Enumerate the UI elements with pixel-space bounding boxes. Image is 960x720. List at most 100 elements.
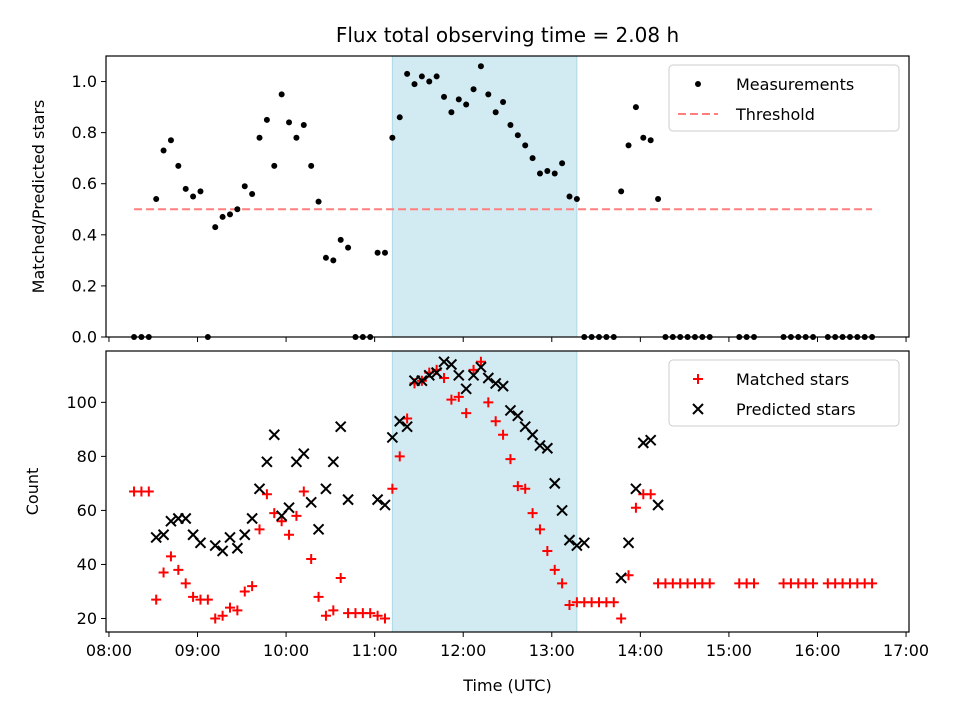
predicted-star-point: [261, 456, 273, 468]
chart-title: Flux total observing time = 2.08 h: [336, 23, 679, 47]
measurement-point: [485, 91, 492, 98]
measurement-point: [153, 196, 160, 203]
predicted-star-point: [334, 420, 347, 433]
measurement-point: [374, 249, 381, 256]
predicted-star-point: [320, 483, 332, 495]
measurement-point: [514, 132, 521, 139]
predicted-star-point: [615, 572, 627, 584]
legend-label: Matched stars: [736, 370, 849, 389]
predicted-star-point: [549, 477, 561, 490]
measurement-point: [573, 196, 580, 203]
measurement-point: [396, 114, 403, 121]
matched-star-point: [224, 602, 235, 613]
x-axis-label: Time (UTC): [462, 676, 551, 695]
x-tick-label: 12:00: [440, 641, 486, 660]
legend-label: Measurements: [736, 75, 854, 94]
predicted-star-point: [253, 483, 266, 495]
legend-marker-measurements: [695, 81, 701, 87]
measurement-point: [263, 116, 270, 123]
predicted-star-point: [342, 493, 354, 506]
highlight-span: [391, 55, 578, 338]
matched-star-point: [365, 608, 376, 619]
measurement-point: [234, 206, 241, 213]
matched-star-point: [328, 605, 339, 616]
measurement-point: [500, 98, 507, 105]
measurement-point: [559, 160, 566, 167]
matched-star-point: [372, 610, 383, 621]
predicted-star-point: [150, 531, 162, 544]
matched-star-point: [557, 578, 568, 589]
matched-star-point: [704, 578, 715, 589]
predicted-star-point: [216, 545, 229, 557]
measurement-point: [536, 170, 543, 177]
matched-star-point: [542, 545, 553, 556]
measurement-point: [529, 155, 536, 162]
y-tick-label: 0.2: [72, 276, 97, 295]
matched-star-point: [475, 356, 486, 367]
x-tick-label: 17:00: [883, 641, 929, 660]
predicted-star-point: [512, 410, 524, 422]
matched-star-point: [173, 564, 184, 575]
predicted-star-point: [556, 504, 568, 517]
predicted-star-point: [423, 369, 435, 382]
axes-frame: [105, 350, 910, 633]
measurement-point: [293, 134, 300, 141]
predicted-star-point: [246, 512, 258, 525]
matched-star-point: [534, 524, 545, 535]
y-tick-label: 40: [77, 555, 97, 574]
predicted-star-point: [504, 404, 517, 417]
matched-star-point: [527, 508, 538, 519]
matched-star-point: [284, 529, 295, 540]
predicted-star-point: [644, 434, 657, 446]
matched-star-point: [616, 613, 627, 624]
matched-star-point: [217, 610, 228, 621]
y-tick-label: 1.0: [72, 72, 97, 91]
matched-star-point: [867, 578, 878, 589]
predicted-star-point: [401, 420, 413, 433]
matched-star-point: [151, 594, 162, 605]
legend-box: [668, 64, 900, 132]
measurement-point: [470, 86, 477, 93]
measurement-point: [426, 78, 433, 85]
matched-star-point: [645, 489, 656, 500]
measurement-point: [477, 63, 484, 70]
measurement-point: [219, 213, 226, 220]
matched-star-point: [394, 451, 405, 462]
y-tick-label: 60: [77, 501, 97, 520]
predicted-star-point: [157, 529, 170, 541]
measurement-point: [337, 236, 344, 243]
predicted-star-point: [394, 415, 406, 427]
predicted-star-point: [630, 483, 642, 495]
predicted-star-point: [526, 429, 539, 441]
predicted-star-point: [622, 537, 635, 549]
highlight-span: [391, 350, 578, 633]
matched-star-point: [165, 551, 176, 562]
matched-star-point: [387, 483, 398, 494]
matched-star-point: [564, 599, 575, 610]
measurement-point: [448, 109, 455, 116]
predicted-star-point: [298, 447, 310, 460]
measurement-point: [433, 73, 440, 80]
matched-star-point: [306, 554, 317, 565]
measurement-point: [315, 198, 322, 205]
predicted-star-point: [224, 531, 236, 544]
y-tick-label: 0.6: [72, 174, 97, 193]
predicted-star-point: [386, 431, 399, 444]
predicted-star-point: [209, 539, 221, 552]
bottom-panel: 20 40 60 80 100 08:00 09:00 10:00 11:00 12:00 13:0…: [23, 350, 929, 660]
matched-star-point: [608, 597, 619, 608]
x-tick-label: 09:00: [174, 641, 220, 660]
x-tick-label: 14:00: [617, 641, 663, 660]
measurement-point: [389, 134, 396, 141]
predicted-star-point: [165, 515, 177, 527]
measurement-point: [167, 137, 174, 144]
predicted-star-point: [482, 372, 495, 384]
matched-star-point: [291, 510, 302, 521]
measurement-point: [286, 119, 293, 126]
y-tick-label: 80: [77, 447, 97, 466]
x-tick-label: 11:00: [352, 641, 398, 660]
measurement-point: [455, 96, 462, 103]
predicted-star-point: [239, 529, 251, 541]
matched-star-point: [313, 591, 324, 602]
matched-star-point: [512, 481, 523, 492]
